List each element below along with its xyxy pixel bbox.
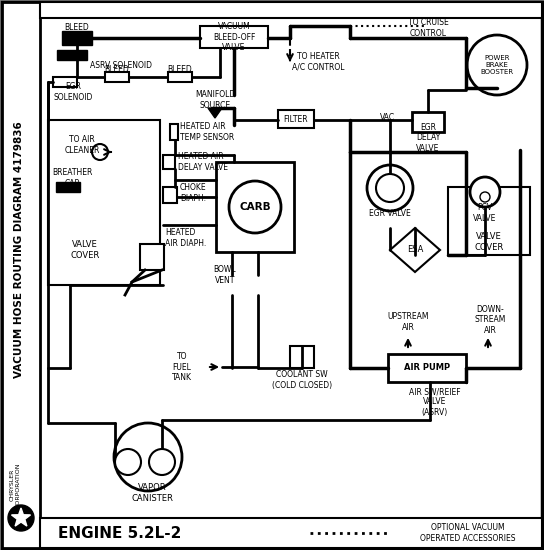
Circle shape <box>149 449 175 475</box>
Bar <box>200 26 268 48</box>
Text: COOLANT SW
(COLD CLOSED): COOLANT SW (COLD CLOSED) <box>272 370 332 390</box>
Text: VACUUM
BLEED-OFF
VALVE: VACUUM BLEED-OFF VALVE <box>213 22 255 52</box>
Text: DOWN-
STREAM
AIR: DOWN- STREAM AIR <box>474 305 506 335</box>
Text: HEATED
AIR DIAPH.: HEATED AIR DIAPH. <box>165 228 206 248</box>
Text: PCV
VALVE: PCV VALVE <box>473 204 497 223</box>
Text: FILTER: FILTER <box>283 114 308 124</box>
Circle shape <box>376 174 404 202</box>
Text: UPSTREAM
AIR: UPSTREAM AIR <box>387 312 429 332</box>
Bar <box>105 72 129 82</box>
Circle shape <box>470 177 500 207</box>
Bar <box>163 155 175 169</box>
Circle shape <box>92 144 108 160</box>
Bar <box>140 244 164 270</box>
Circle shape <box>367 165 413 211</box>
Text: HEATED AIR
TEMP SENSOR: HEATED AIR TEMP SENSOR <box>180 122 234 142</box>
Text: VALVE
COVER: VALVE COVER <box>474 232 504 252</box>
Text: BLEED: BLEED <box>104 64 129 74</box>
Bar <box>448 187 530 255</box>
Text: VACUUM HOSE ROUTING DIAGRAM 4179836: VACUUM HOSE ROUTING DIAGRAM 4179836 <box>14 122 24 378</box>
Circle shape <box>115 449 141 475</box>
Text: CHOKE
DIAPH.: CHOKE DIAPH. <box>180 183 207 203</box>
Text: VAPOR
CANISTER: VAPOR CANISTER <box>131 483 173 503</box>
Text: AIR SW/REIEF
VALVE
(ASRV): AIR SW/REIEF VALVE (ASRV) <box>409 387 461 417</box>
Text: BLEED: BLEED <box>65 24 89 32</box>
Circle shape <box>467 35 527 95</box>
Bar <box>57 50 87 60</box>
Text: HEATED AIR
DELAY VALVE: HEATED AIR DELAY VALVE <box>178 152 228 172</box>
Text: VAC: VAC <box>380 113 395 123</box>
Text: MANIFOLD
SOURCE: MANIFOLD SOURCE <box>195 90 235 109</box>
Circle shape <box>114 423 182 491</box>
Text: CHRYSLER
CORPORATION: CHRYSLER CORPORATION <box>10 462 21 508</box>
Bar <box>216 162 294 252</box>
Text: EGR VALVE: EGR VALVE <box>369 208 411 217</box>
Text: EGR
DELAY
VALVE: EGR DELAY VALVE <box>416 123 440 153</box>
Text: ENGINE 5.2L-2: ENGINE 5.2L-2 <box>58 525 182 541</box>
Bar <box>168 72 192 82</box>
Circle shape <box>8 505 34 531</box>
Bar <box>40 518 542 548</box>
Text: VALVE
COVER: VALVE COVER <box>70 240 100 260</box>
Text: TO CRUISE
CONTROL: TO CRUISE CONTROL <box>407 18 448 38</box>
Bar <box>388 354 466 382</box>
Text: OPTIONAL VACUUM
OPERATED ACCESSORIES: OPTIONAL VACUUM OPERATED ACCESSORIES <box>421 523 516 543</box>
Bar <box>278 110 314 128</box>
Circle shape <box>480 192 490 202</box>
Text: TO HEATER
A/C CONTROL: TO HEATER A/C CONTROL <box>292 52 344 72</box>
Text: EGR
SOLENOID: EGR SOLENOID <box>53 82 92 102</box>
Bar <box>48 120 160 285</box>
Text: ESA: ESA <box>407 245 423 255</box>
Text: TO
FUEL
TANK: TO FUEL TANK <box>172 352 192 382</box>
Text: BLEED: BLEED <box>168 64 193 74</box>
Text: TO AIR
CLEANER: TO AIR CLEANER <box>64 135 100 155</box>
Text: BOWL
VENT: BOWL VENT <box>214 265 236 285</box>
Polygon shape <box>208 108 222 118</box>
Text: ASRV SOLENOID: ASRV SOLENOID <box>90 60 152 69</box>
Text: POWER
BRAKE
BOOSTER: POWER BRAKE BOOSTER <box>480 55 514 75</box>
Bar <box>40 2 542 18</box>
Bar <box>290 346 314 368</box>
Bar <box>2 2 40 548</box>
Text: BREATHER
CAP: BREATHER CAP <box>52 168 92 188</box>
Bar <box>56 182 80 192</box>
Text: CARB: CARB <box>239 202 271 212</box>
Bar <box>53 77 77 87</box>
Polygon shape <box>11 508 30 526</box>
Bar <box>163 187 177 203</box>
Bar <box>170 124 178 140</box>
Polygon shape <box>390 228 440 272</box>
Bar <box>412 112 444 132</box>
Text: AIR PUMP: AIR PUMP <box>404 364 450 372</box>
Bar <box>62 31 92 45</box>
Circle shape <box>229 181 281 233</box>
